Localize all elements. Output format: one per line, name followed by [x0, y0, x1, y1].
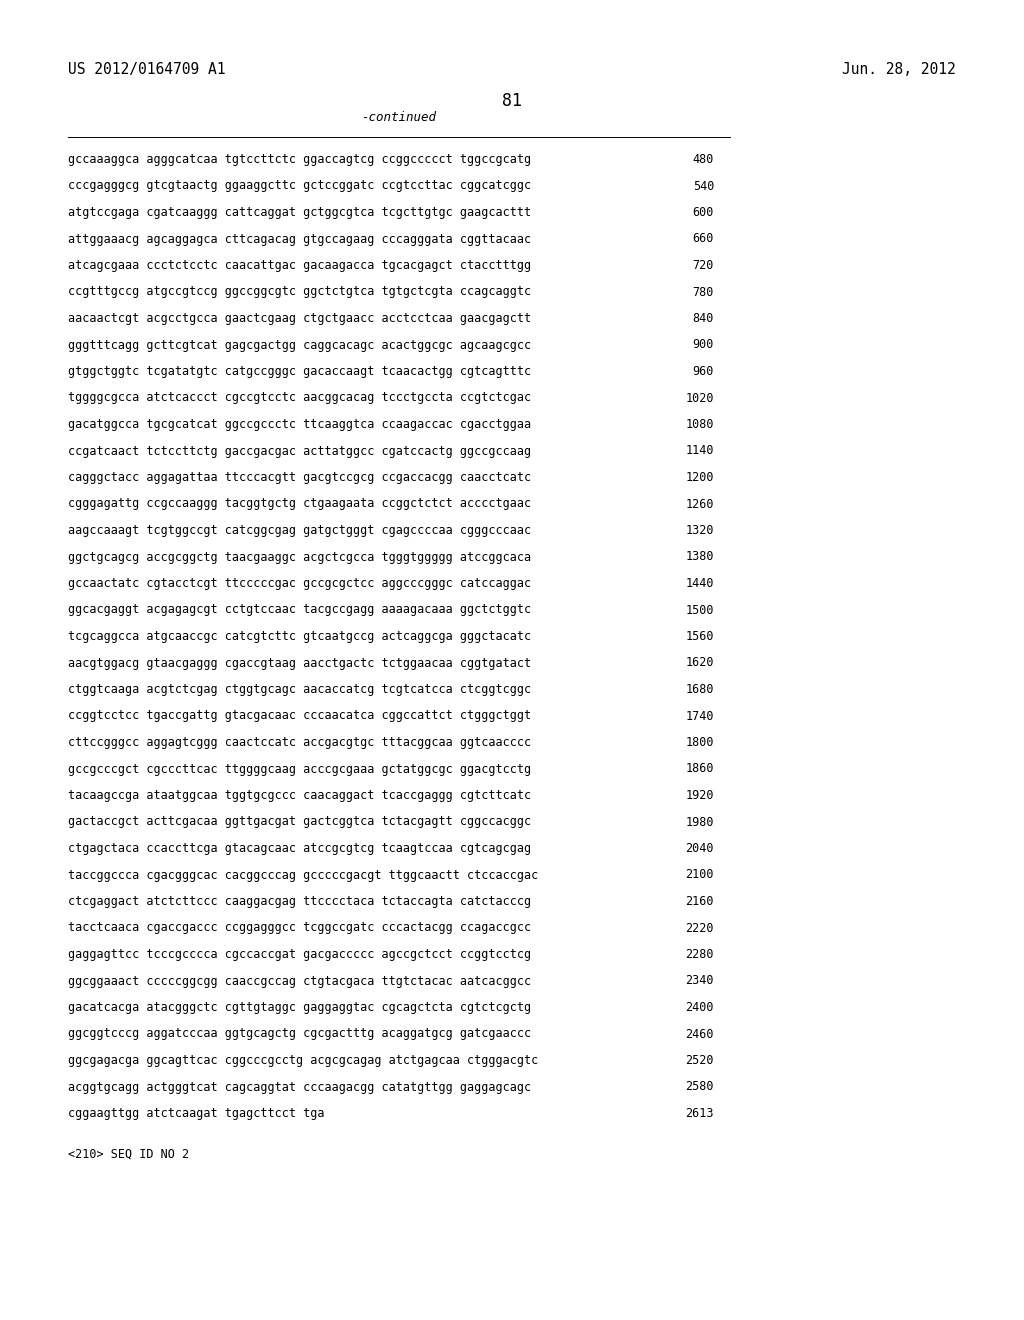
Text: cccgagggcg gtcgtaactg ggaaggcttc gctccggatc ccgtccttac cggcatcggc: cccgagggcg gtcgtaactg ggaaggcttc gctccgg…: [68, 180, 531, 193]
Text: atcagcgaaa ccctctcctc caacattgac gacaagacca tgcacgagct ctacctttgg: atcagcgaaa ccctctcctc caacattgac gacaaga…: [68, 259, 531, 272]
Text: cagggctacc aggagattaa ttcccacgtt gacgtccgcg ccgaccacgg caacctcatc: cagggctacc aggagattaa ttcccacgtt gacgtcc…: [68, 471, 531, 484]
Text: 1260: 1260: [685, 498, 714, 511]
Text: ccgtttgccg atgccgtccg ggccggcgtc ggctctgtca tgtgctcgta ccagcaggtc: ccgtttgccg atgccgtccg ggccggcgtc ggctctg…: [68, 285, 531, 298]
Text: ggcggtcccg aggatcccaa ggtgcagctg cgcgactttg acaggatgcg gatcgaaccc: ggcggtcccg aggatcccaa ggtgcagctg cgcgact…: [68, 1027, 531, 1040]
Text: cggaagttgg atctcaagat tgagcttcct tga: cggaagttgg atctcaagat tgagcttcct tga: [68, 1107, 325, 1119]
Text: attggaaacg agcaggagca cttcagacag gtgccagaag cccagggata cggttacaac: attggaaacg agcaggagca cttcagacag gtgccag…: [68, 232, 531, 246]
Text: ccggtcctcc tgaccgattg gtacgacaac cccaacatca cggccattct ctgggctggt: ccggtcctcc tgaccgattg gtacgacaac cccaaca…: [68, 710, 531, 722]
Text: gaggagttcc tcccgcccca cgccaccgat gacgaccccc agccgctcct ccggtcctcg: gaggagttcc tcccgcccca cgccaccgat gacgacc…: [68, 948, 531, 961]
Text: 1320: 1320: [685, 524, 714, 537]
Text: ctggtcaaga acgtctcgag ctggtgcagc aacaccatcg tcgtcatcca ctcggtcggc: ctggtcaaga acgtctcgag ctggtgcagc aacacca…: [68, 682, 531, 696]
Text: 1800: 1800: [685, 737, 714, 748]
Text: gacatcacga atacgggctc cgttgtaggc gaggaggtac cgcagctcta cgtctcgctg: gacatcacga atacgggctc cgttgtaggc gaggagg…: [68, 1001, 531, 1014]
Text: 2460: 2460: [685, 1027, 714, 1040]
Text: Jun. 28, 2012: Jun. 28, 2012: [843, 62, 956, 77]
Text: 2220: 2220: [685, 921, 714, 935]
Text: aagccaaagt tcgtggccgt catcggcgag gatgctgggt cgagccccaa cgggcccaac: aagccaaagt tcgtggccgt catcggcgag gatgctg…: [68, 524, 531, 537]
Text: acggtgcagg actgggtcat cagcaggtat cccaagacgg catatgttgg gaggagcagc: acggtgcagg actgggtcat cagcaggtat cccaaga…: [68, 1081, 531, 1093]
Text: ggctgcagcg accgcggctg taacgaaggc acgctcgcca tgggtggggg atccggcaca: ggctgcagcg accgcggctg taacgaaggc acgctcg…: [68, 550, 531, 564]
Text: 2520: 2520: [685, 1053, 714, 1067]
Text: 2100: 2100: [685, 869, 714, 882]
Text: tcgcaggcca atgcaaccgc catcgtcttc gtcaatgccg actcaggcga gggctacatc: tcgcaggcca atgcaaccgc catcgtcttc gtcaatg…: [68, 630, 531, 643]
Text: 480: 480: [692, 153, 714, 166]
Text: 540: 540: [692, 180, 714, 193]
Text: aacaactcgt acgcctgcca gaactcgaag ctgctgaacc acctcctcaa gaacgagctt: aacaactcgt acgcctgcca gaactcgaag ctgctga…: [68, 312, 531, 325]
Text: 960: 960: [692, 366, 714, 378]
Text: gggtttcagg gcttcgtcat gagcgactgg caggcacagc acactggcgc agcaagcgcc: gggtttcagg gcttcgtcat gagcgactgg caggcac…: [68, 338, 531, 351]
Text: 2340: 2340: [685, 974, 714, 987]
Text: tggggcgcca atctcaccct cgccgtcctc aacggcacag tccctgccta ccgtctcgac: tggggcgcca atctcaccct cgccgtcctc aacggca…: [68, 392, 531, 404]
Text: gccgcccgct cgcccttcac ttggggcaag acccgcgaaa gctatggcgc ggacgtcctg: gccgcccgct cgcccttcac ttggggcaag acccgcg…: [68, 763, 531, 776]
Text: -continued: -continued: [361, 111, 436, 124]
Text: <210> SEQ ID NO 2: <210> SEQ ID NO 2: [68, 1147, 189, 1160]
Text: gacatggcca tgcgcatcat ggccgccctc ttcaaggtca ccaagaccac cgacctggaa: gacatggcca tgcgcatcat ggccgccctc ttcaagg…: [68, 418, 531, 432]
Text: 660: 660: [692, 232, 714, 246]
Text: tacaagccga ataatggcaa tggtgcgccc caacaggact tcaccgaggg cgtcttcatc: tacaagccga ataatggcaa tggtgcgccc caacagg…: [68, 789, 531, 803]
Text: ggcgagacga ggcagttcac cggcccgcctg acgcgcagag atctgagcaa ctgggacgtc: ggcgagacga ggcagttcac cggcccgcctg acgcgc…: [68, 1053, 539, 1067]
Text: cgggagattg ccgccaaggg tacggtgctg ctgaagaata ccggctctct acccctgaac: cgggagattg ccgccaaggg tacggtgctg ctgaaga…: [68, 498, 531, 511]
Text: 1080: 1080: [685, 418, 714, 432]
Text: 1740: 1740: [685, 710, 714, 722]
Text: ctgagctaca ccaccttcga gtacagcaac atccgcgtcg tcaagtccaa cgtcagcgag: ctgagctaca ccaccttcga gtacagcaac atccgcg…: [68, 842, 531, 855]
Text: 1200: 1200: [685, 471, 714, 484]
Text: 1560: 1560: [685, 630, 714, 643]
Text: cttccgggcc aggagtcggg caactccatc accgacgtgc tttacggcaa ggtcaacccc: cttccgggcc aggagtcggg caactccatc accgacg…: [68, 737, 531, 748]
Text: 2280: 2280: [685, 948, 714, 961]
Text: 2613: 2613: [685, 1107, 714, 1119]
Text: 1380: 1380: [685, 550, 714, 564]
Text: gtggctggtc tcgatatgtc catgccgggc gacaccaagt tcaacactgg cgtcagtttc: gtggctggtc tcgatatgtc catgccgggc gacacca…: [68, 366, 531, 378]
Text: 1680: 1680: [685, 682, 714, 696]
Text: 81: 81: [502, 92, 522, 110]
Text: gccaactatc cgtacctcgt ttcccccgac gccgcgctcc aggcccgggc catccaggac: gccaactatc cgtacctcgt ttcccccgac gccgcgc…: [68, 577, 531, 590]
Text: 1500: 1500: [685, 603, 714, 616]
Text: ggcggaaact cccccggcgg caaccgccag ctgtacgaca ttgtctacac aatcacggcc: ggcggaaact cccccggcgg caaccgccag ctgtacg…: [68, 974, 531, 987]
Text: 1620: 1620: [685, 656, 714, 669]
Text: 1440: 1440: [685, 577, 714, 590]
Text: 720: 720: [692, 259, 714, 272]
Text: US 2012/0164709 A1: US 2012/0164709 A1: [68, 62, 225, 77]
Text: ccgatcaact tctccttctg gaccgacgac acttatggcc cgatccactg ggccgccaag: ccgatcaact tctccttctg gaccgacgac acttatg…: [68, 445, 531, 458]
Text: 2400: 2400: [685, 1001, 714, 1014]
Text: 2040: 2040: [685, 842, 714, 855]
Text: gccaaaggca agggcatcaa tgtccttctc ggaccagtcg ccggccccct tggccgcatg: gccaaaggca agggcatcaa tgtccttctc ggaccag…: [68, 153, 531, 166]
Text: atgtccgaga cgatcaaggg cattcaggat gctggcgtca tcgcttgtgc gaagcacttt: atgtccgaga cgatcaaggg cattcaggat gctggcg…: [68, 206, 531, 219]
Text: 2580: 2580: [685, 1081, 714, 1093]
Text: tacctcaaca cgaccgaccc ccggagggcc tcggccgatc cccactacgg ccagaccgcc: tacctcaaca cgaccgaccc ccggagggcc tcggccg…: [68, 921, 531, 935]
Text: 600: 600: [692, 206, 714, 219]
Text: 1980: 1980: [685, 816, 714, 829]
Text: gactaccgct acttcgacaa ggttgacgat gactcggtca tctacgagtt cggccacggc: gactaccgct acttcgacaa ggttgacgat gactcgg…: [68, 816, 531, 829]
Text: 840: 840: [692, 312, 714, 325]
Text: 1140: 1140: [685, 445, 714, 458]
Text: 900: 900: [692, 338, 714, 351]
Text: 2160: 2160: [685, 895, 714, 908]
Text: 1020: 1020: [685, 392, 714, 404]
Text: taccggccca cgacgggcac cacggcccag gcccccgacgt ttggcaactt ctccaccgac: taccggccca cgacgggcac cacggcccag gcccccg…: [68, 869, 539, 882]
Text: aacgtggacg gtaacgaggg cgaccgtaag aacctgactc tctggaacaa cggtgatact: aacgtggacg gtaacgaggg cgaccgtaag aacctga…: [68, 656, 531, 669]
Text: ctcgaggact atctcttccc caaggacgag ttcccctaca tctaccagta catctacccg: ctcgaggact atctcttccc caaggacgag ttcccct…: [68, 895, 531, 908]
Text: 780: 780: [692, 285, 714, 298]
Text: 1860: 1860: [685, 763, 714, 776]
Text: ggcacgaggt acgagagcgt cctgtccaac tacgccgagg aaaagacaaa ggctctggtc: ggcacgaggt acgagagcgt cctgtccaac tacgccg…: [68, 603, 531, 616]
Text: 1920: 1920: [685, 789, 714, 803]
